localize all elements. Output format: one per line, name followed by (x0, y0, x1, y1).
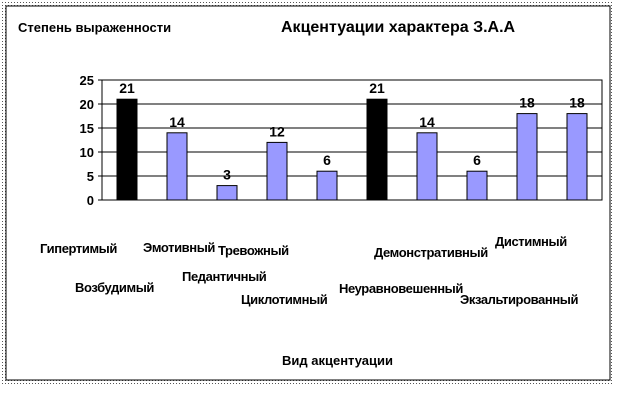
data-label: 14 (419, 114, 435, 130)
category-label: Тревожный (218, 243, 289, 258)
category-label: Экзальтированный (460, 292, 578, 307)
bar (266, 141, 288, 201)
bar (466, 170, 488, 201)
y-tick-label: 5 (87, 169, 94, 184)
bar (166, 132, 188, 201)
data-label: 18 (569, 95, 585, 111)
category-labels: Гипертимый Возбудимый Эмотивный Педантичный… (40, 234, 579, 307)
data-label: 6 (473, 152, 481, 168)
y-tick-label: 0 (87, 193, 94, 208)
y-axis-title: Степень выраженности (18, 20, 171, 35)
y-tick-label: 10 (80, 145, 94, 160)
data-label: 21 (369, 80, 385, 96)
chart-title: Акцентуации характера З.А.А (281, 19, 516, 36)
category-label: Эмотивный (143, 240, 215, 255)
data-label: 12 (269, 123, 285, 139)
bar (366, 98, 388, 201)
category-label: Дистимный (495, 234, 567, 249)
y-tick-label: 20 (80, 97, 94, 112)
chart-svg: Степень выраженности Акцентуации характе… (2, 2, 614, 384)
category-label: Неуравновешенный (339, 281, 463, 296)
bar (566, 113, 588, 201)
category-label: Гипертимый (40, 241, 117, 256)
bar (416, 132, 438, 201)
bar (116, 98, 138, 201)
data-label: 6 (323, 152, 331, 168)
category-label: Циклотимный (241, 292, 328, 307)
data-label: 21 (119, 80, 135, 96)
bar (216, 185, 238, 201)
category-label: Педантичный (182, 269, 267, 284)
bar (516, 113, 538, 201)
y-tick-label: 25 (80, 73, 94, 88)
data-label: 14 (169, 114, 185, 130)
bars (116, 98, 588, 201)
category-label: Демонстративный (374, 245, 488, 260)
y-tick-label: 15 (80, 121, 94, 136)
x-axis-title: Вид акцентуации (282, 353, 393, 368)
y-tick-labels: 0 5 10 15 20 25 (80, 73, 94, 208)
data-label: 3 (223, 167, 231, 183)
bar (316, 170, 338, 201)
data-labels: 21 14 3 12 6 21 14 6 18 18 (119, 80, 585, 182)
data-label: 18 (519, 95, 535, 111)
category-label: Возбудимый (75, 280, 154, 295)
chart-frame: Степень выраженности Акцентуации характе… (2, 2, 616, 402)
